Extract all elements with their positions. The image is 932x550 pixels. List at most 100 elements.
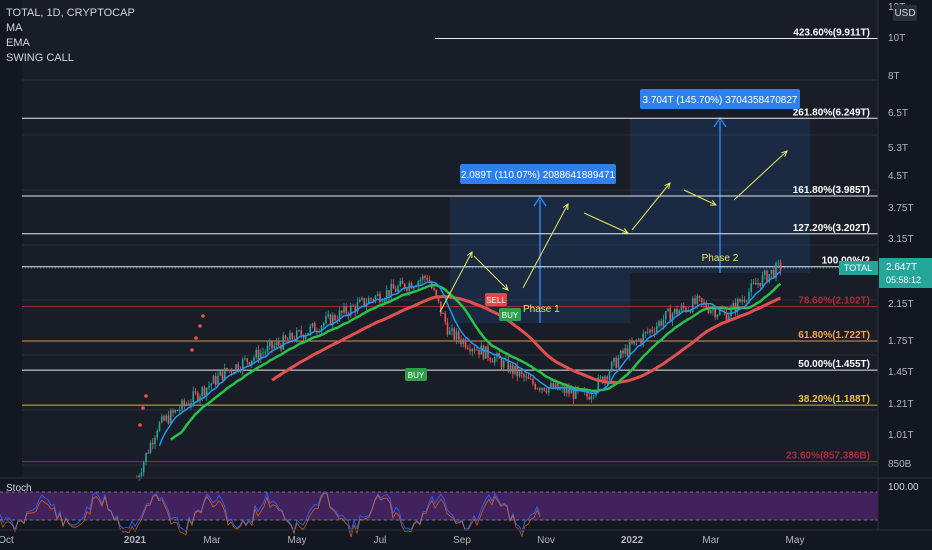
candle-body	[523, 373, 525, 378]
symbol-title[interactable]: TOTAL, 1D, CRYPTOCAP	[6, 7, 135, 19]
fib-level-label: 127.20%(3.202T)	[793, 223, 870, 234]
candle-body	[277, 341, 280, 345]
stoch-oscillator[interactable]: Stoch 100.00	[0, 477, 932, 538]
time-axis[interactable]: Oct 2021 Mar May Jul Sep Nov 2022 Mar May	[0, 529, 932, 546]
candle-body	[286, 338, 289, 340]
candle-body	[145, 452, 147, 462]
candle-body	[610, 361, 613, 372]
ema-line-green	[170, 282, 782, 441]
candle-body	[214, 376, 217, 385]
currency-badge	[893, 5, 917, 21]
grid-lines	[22, 79, 878, 521]
indicator-swing-call[interactable]: SWING CALL	[6, 52, 74, 64]
candle-body	[223, 367, 226, 381]
projection-arrow	[733, 150, 788, 201]
indicator-ma[interactable]: MA	[6, 22, 23, 34]
candle-body	[509, 364, 512, 372]
candle-body	[352, 305, 354, 307]
candle-body	[462, 339, 465, 345]
candle-body	[300, 330, 303, 335]
candle-body	[194, 391, 197, 393]
candle-body	[374, 295, 377, 301]
candle-body	[538, 388, 541, 390]
fibonacci-levels[interactable]: 423.60%(9.911T) 261.80%(6.249T) 161.80%(3.…	[22, 28, 878, 463]
candle-body	[401, 281, 404, 284]
indicator-ema[interactable]: EMA	[6, 37, 30, 49]
fib-level-label: 161.80%(3.985T)	[793, 185, 870, 196]
candle-body	[615, 357, 618, 368]
candle-body	[442, 313, 444, 315]
swing-call-marker	[194, 336, 198, 340]
candle-body	[433, 287, 435, 290]
candle-body	[640, 339, 642, 344]
candle-body	[457, 331, 460, 340]
candle-body	[750, 283, 753, 293]
candle-body	[667, 308, 669, 312]
candle-body	[671, 313, 674, 322]
candle-body	[631, 342, 633, 344]
candle-body	[766, 270, 768, 282]
candle-body	[464, 339, 467, 348]
candle-body	[358, 299, 361, 303]
fib-level-label: 423.60%(9.911T)	[793, 28, 870, 39]
candle-body	[403, 283, 406, 289]
candle-body	[608, 371, 611, 380]
candle-body	[174, 409, 177, 413]
candle-body	[439, 301, 442, 314]
candle-body	[748, 292, 750, 301]
candle-body	[383, 299, 386, 302]
candle-body	[343, 306, 345, 313]
candle-body	[658, 321, 660, 327]
price-axis[interactable]: 12T10T8T6.5T5.3T4.5T3.75T3.15T2.15T1.75T…	[22, 0, 932, 530]
price-tick: 1.45T	[888, 367, 914, 378]
candle-body	[460, 339, 462, 345]
candle-body	[739, 299, 741, 302]
stoch-label: Stoch	[6, 483, 32, 494]
candle-body	[361, 297, 363, 300]
candle-body	[590, 396, 593, 400]
candle-body	[532, 379, 534, 385]
time-tick: Mar	[702, 535, 720, 546]
candle-body	[669, 308, 672, 322]
price-tick: 850B	[888, 459, 912, 470]
candle-body	[635, 340, 638, 342]
candle-body	[309, 326, 312, 334]
candle-body	[511, 364, 514, 374]
candle-body	[572, 389, 575, 399]
candle-body	[435, 289, 438, 297]
candle-body	[160, 416, 163, 423]
phase-2-label: Phase 2	[702, 253, 739, 264]
projection-arrow-head	[781, 150, 788, 157]
time-tick: Nov	[537, 535, 555, 546]
candle-body	[203, 387, 206, 396]
candle-body	[331, 315, 334, 326]
candle-body	[682, 305, 685, 308]
candle-body	[228, 369, 231, 371]
candle-body	[734, 302, 737, 312]
candle-body	[410, 283, 413, 289]
projection-arrow	[522, 203, 569, 289]
candle-body	[453, 328, 456, 340]
price-tick: 1.75T	[888, 336, 914, 347]
candle-body	[271, 341, 273, 349]
measure-label-2: 3.704T (145.70%) 3704358470827	[643, 95, 798, 106]
candle-body	[473, 349, 476, 351]
candle-body	[500, 358, 503, 368]
candle-body	[527, 376, 530, 379]
candle-body	[637, 339, 640, 342]
candle-body	[606, 376, 609, 380]
candle-body	[295, 330, 298, 341]
projection-arrow	[683, 189, 717, 206]
candle-body	[192, 391, 195, 403]
candle-body	[172, 410, 174, 413]
candle-body	[489, 358, 492, 361]
projection-arrow	[439, 251, 473, 313]
candle-body	[705, 303, 708, 309]
signal-label: SELL	[486, 296, 506, 305]
candle-body	[390, 283, 393, 297]
candle-body	[484, 346, 487, 359]
candle-body	[502, 360, 505, 368]
candle-body	[392, 283, 395, 289]
candle-body	[304, 335, 307, 339]
